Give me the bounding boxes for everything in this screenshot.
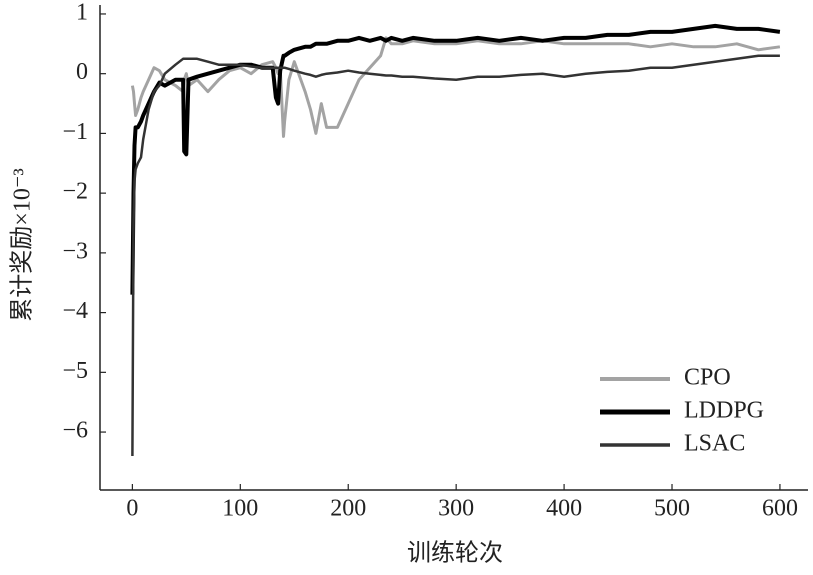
x-tick-label: 200	[330, 496, 366, 522]
x-axis-title: 训练轮次	[407, 540, 503, 567]
legend-label: CPO	[684, 365, 731, 391]
y-tick-label: −2	[62, 179, 88, 205]
y-tick-label: −3	[62, 238, 88, 264]
legend-label: LDDPG	[684, 398, 764, 424]
series-line	[131, 54, 780, 457]
x-tick-label: 300	[438, 496, 474, 522]
series-line	[130, 36, 781, 138]
legend-label: LSAC	[684, 431, 745, 457]
series-line	[130, 23, 781, 295]
y-tick-label: 0	[76, 59, 88, 85]
x-tick-label: 100	[222, 496, 258, 522]
y-tick-label: 1	[76, 0, 88, 25]
y-tick-label: −5	[62, 358, 88, 384]
x-tick-label: 400	[546, 496, 582, 522]
x-tick-label: 500	[654, 496, 690, 522]
x-tick-label: 600	[762, 496, 798, 522]
y-tick-label: −4	[62, 298, 88, 324]
x-tick-label: 0	[126, 496, 138, 522]
y-tick-label: −6	[62, 418, 88, 444]
y-axis-title: 累计奖励×10⁻³	[9, 168, 36, 321]
y-tick-label: −1	[62, 119, 88, 145]
legend: CPO LDDPG LSAC	[588, 355, 808, 465]
